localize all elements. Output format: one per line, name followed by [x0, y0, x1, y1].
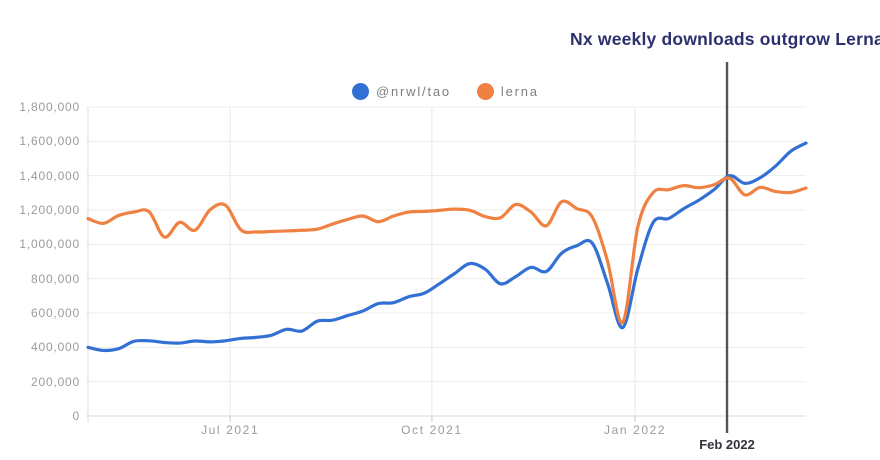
legend-label-nrwl-tao: @nrwl/tao	[376, 84, 451, 99]
x-axis-tick-label: Jul 2021	[201, 423, 260, 437]
legend-label-lerna: lerna	[500, 84, 539, 99]
legend-item-nrwl-tao[interactable]: @nrwl/tao	[352, 83, 451, 100]
chart-legend: @nrwl/tao lerna	[352, 83, 539, 100]
legend-item-lerna[interactable]: lerna	[476, 83, 539, 100]
series-line-lerna	[86, 176, 808, 325]
annotation-label: Feb 2022	[699, 437, 755, 452]
series-dot-lerna-icon	[476, 83, 494, 100]
chart-title: Nx weekly downloads outgrow Lerna	[570, 29, 880, 49]
series-dot-nrwl-tao-icon	[352, 83, 369, 100]
y-axis-tick-label: 1,800,000	[19, 100, 80, 114]
y-axis-tick-label: 1,200,000	[19, 203, 80, 217]
y-axis-tick-label: 600,000	[31, 306, 80, 320]
y-axis: 0 200,000 400,000 600,000 800,000 1,000,000 1,…	[0, 0, 80, 460]
y-axis-tick-label: 1,000,000	[19, 237, 80, 252]
x-axis-tick-label: Jan 2022	[604, 423, 667, 437]
y-axis-tick-label: 200,000	[31, 374, 80, 389]
y-axis-tick-label: 1,400,000	[19, 168, 80, 183]
y-axis-tick-label: 0	[72, 409, 80, 423]
y-axis-tick-label: 400,000	[31, 340, 80, 355]
y-axis-tick-label: 800,000	[31, 271, 80, 286]
series-line-nrwl-tao	[86, 141, 808, 353]
y-axis-tick-label: 1,600,000	[19, 134, 80, 149]
x-axis-tick-label: Oct 2021	[401, 423, 463, 437]
